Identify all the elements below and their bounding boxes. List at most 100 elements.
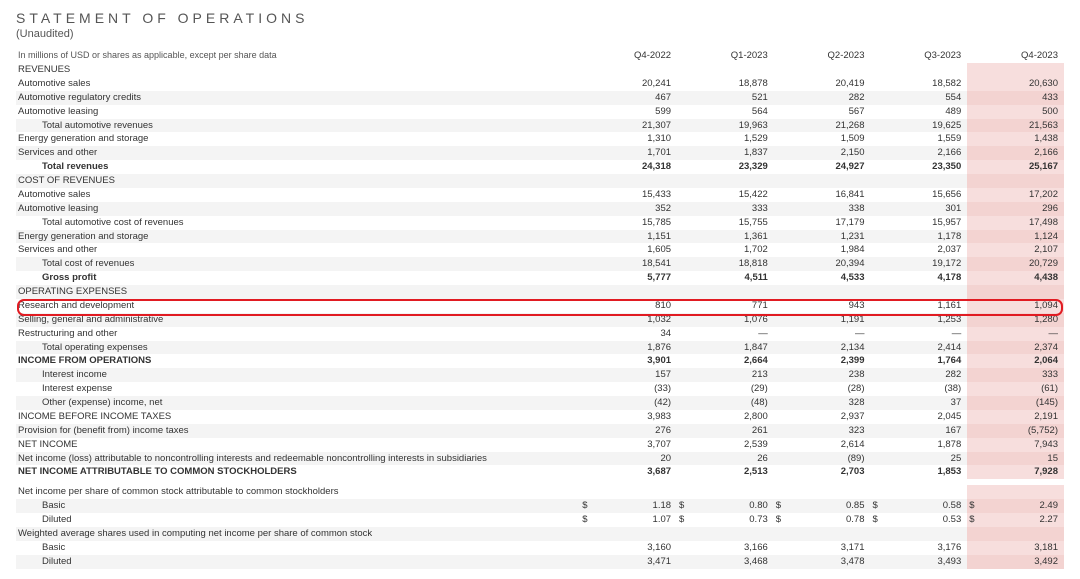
cell: 15,755 [677, 216, 774, 230]
cell: 261 [677, 424, 774, 438]
cell: 2,374 [967, 341, 1064, 355]
cell: 2,614 [774, 438, 871, 452]
cell: 3,492 [967, 555, 1064, 569]
cell: 2,513 [677, 465, 774, 479]
row-label: NET INCOME [16, 438, 580, 452]
cell: 301 [871, 202, 968, 216]
row-label: Basic [16, 541, 580, 555]
table-row: Selling, general and administrative1,032… [16, 313, 1064, 327]
cell: 1,529 [677, 132, 774, 146]
table-row: INCOME BEFORE INCOME TAXES3,9832,8002,93… [16, 410, 1064, 424]
row-label: INCOME BEFORE INCOME TAXES [16, 410, 580, 424]
cell: 19,172 [871, 257, 968, 271]
cell: 296 [967, 202, 1064, 216]
cell: 1,191 [774, 313, 871, 327]
cell: 1,764 [871, 354, 968, 368]
cell: 21,307 [580, 119, 677, 133]
cell: 2,664 [677, 354, 774, 368]
row-label: Interest expense [16, 382, 580, 396]
cell: (5,752) [967, 424, 1064, 438]
cell: 17,202 [967, 188, 1064, 202]
cell: (145) [967, 396, 1064, 410]
row-label: REVENUES [16, 63, 580, 77]
cell: 1,984 [774, 243, 871, 257]
cell: 328 [774, 396, 871, 410]
col-header: Q1-2023 [677, 48, 774, 63]
cell [871, 527, 968, 541]
cell: 1,280 [967, 313, 1064, 327]
cell [967, 285, 1064, 299]
row-label: Services and other [16, 243, 580, 257]
table-row: Other (expense) income, net(42)(48)32837… [16, 396, 1064, 410]
cell: (42) [580, 396, 677, 410]
cell: 2,045 [871, 410, 968, 424]
page-title: STATEMENT OF OPERATIONS [16, 10, 1064, 26]
cell: (48) [677, 396, 774, 410]
cell: 18,818 [677, 257, 774, 271]
row-label: Gross profit [16, 271, 580, 285]
row-label: COST OF REVENUES [16, 174, 580, 188]
cell: 1,837 [677, 146, 774, 160]
statement-container: STATEMENT OF OPERATIONS (Unaudited) In m… [16, 10, 1064, 569]
table-row: Automotive sales15,43315,42216,84115,656… [16, 188, 1064, 202]
cell [871, 485, 968, 499]
table-row: Weighted average shares used in computin… [16, 527, 1064, 541]
cell: 2,937 [774, 410, 871, 424]
cell: 157 [580, 368, 677, 382]
cell: 1,853 [871, 465, 968, 479]
cell: $0.78 [774, 513, 871, 527]
table-row: Total automotive revenues21,30719,96321,… [16, 119, 1064, 133]
cell: 1,124 [967, 230, 1064, 244]
cell: 1,094 [967, 299, 1064, 313]
cell: (61) [967, 382, 1064, 396]
cell: 3,493 [871, 555, 968, 569]
cell: 15,422 [677, 188, 774, 202]
table-row: Automotive sales20,24118,87820,41918,582… [16, 77, 1064, 91]
cell: 500 [967, 105, 1064, 119]
cell: 23,329 [677, 160, 774, 174]
cell: $0.73 [677, 513, 774, 527]
cell: 24,927 [774, 160, 871, 174]
cell: 20,630 [967, 77, 1064, 91]
col-header: Q3-2023 [871, 48, 968, 63]
cell: 338 [774, 202, 871, 216]
cell: $0.80 [677, 499, 774, 513]
table-row: Diluted$1.07$0.73$0.78$0.53$2.27 [16, 513, 1064, 527]
table-row: REVENUES [16, 63, 1064, 77]
cell: 564 [677, 105, 774, 119]
cell [580, 285, 677, 299]
table-row: OPERATING EXPENSES [16, 285, 1064, 299]
cell [774, 285, 871, 299]
cell: 7,943 [967, 438, 1064, 452]
cell: 352 [580, 202, 677, 216]
row-label: Energy generation and storage [16, 132, 580, 146]
cell: $0.85 [774, 499, 871, 513]
row-label: Weighted average shares used in computin… [16, 527, 580, 541]
row-label: Selling, general and administrative [16, 313, 580, 327]
table-row: NET INCOME3,7072,5392,6141,8787,943 [16, 438, 1064, 452]
cell: 1,605 [580, 243, 677, 257]
cell: — [967, 327, 1064, 341]
row-label: NET INCOME ATTRIBUTABLE TO COMMON STOCKH… [16, 465, 580, 479]
cell: 2,064 [967, 354, 1064, 368]
cell: 467 [580, 91, 677, 105]
cell: 282 [871, 368, 968, 382]
table-row: Automotive regulatory credits46752128255… [16, 91, 1064, 105]
cell: 1,878 [871, 438, 968, 452]
row-label: Provision for (benefit from) income taxe… [16, 424, 580, 438]
table-row: Automotive leasing599564567489500 [16, 105, 1064, 119]
cell: 3,176 [871, 541, 968, 555]
table-row: Provision for (benefit from) income taxe… [16, 424, 1064, 438]
row-label: Automotive sales [16, 188, 580, 202]
cell: 1,876 [580, 341, 677, 355]
cell: (89) [774, 452, 871, 466]
row-label: Total automotive revenues [16, 119, 580, 133]
cell: 15 [967, 452, 1064, 466]
table-row: Restructuring and other34———— [16, 327, 1064, 341]
cell: 2,166 [871, 146, 968, 160]
row-label: Automotive regulatory credits [16, 91, 580, 105]
row-label: Total cost of revenues [16, 257, 580, 271]
row-label: Total operating expenses [16, 341, 580, 355]
row-label: Basic [16, 499, 580, 513]
cell [871, 63, 968, 77]
